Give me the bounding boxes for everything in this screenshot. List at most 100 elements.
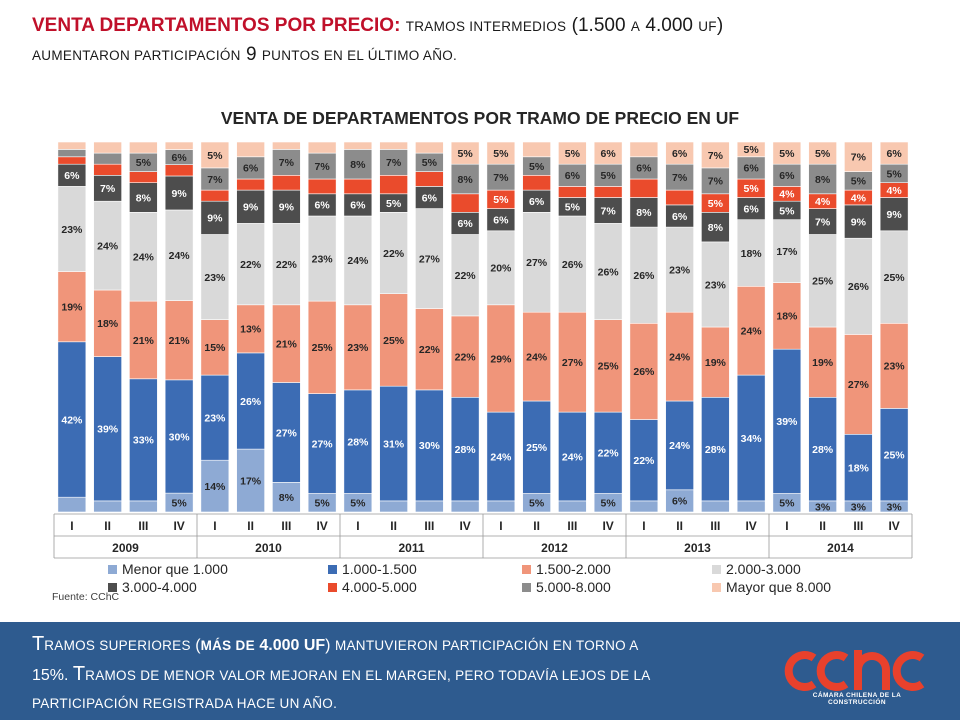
data-label: 5%: [744, 183, 760, 195]
legend-swatch: [108, 565, 117, 574]
data-label: 4%: [887, 185, 903, 197]
data-label: 22%: [455, 270, 477, 282]
data-label: 28%: [455, 444, 477, 456]
bar-segment: [736, 286, 766, 376]
data-label: 8%: [636, 207, 652, 219]
x-tick-label: I: [785, 519, 788, 533]
bar-segment: [272, 141, 301, 150]
cchc-logo-mark: [784, 650, 925, 691]
data-label: 4%: [815, 196, 831, 208]
data-label: 8%: [350, 159, 366, 171]
bar-segment: [522, 141, 551, 158]
legend-swatch: [712, 565, 721, 574]
data-label: 19%: [705, 357, 727, 369]
bar-segment: [486, 411, 516, 502]
bar-segment: [200, 374, 230, 461]
data-label: 30%: [169, 431, 191, 443]
x-tick-label: I: [642, 519, 645, 533]
bar-segment: [415, 308, 444, 391]
bar-segment: [593, 411, 623, 494]
bar-segment: [808, 141, 837, 165]
bar-segment: [236, 141, 265, 158]
data-label: 7%: [672, 172, 688, 184]
footer-paren: ): [325, 637, 331, 654]
data-label: 6%: [458, 218, 474, 230]
header-unit: uf: [698, 19, 717, 34]
footer-paren: (: [195, 637, 201, 654]
bar-segment: [736, 141, 766, 158]
bar-segment: [129, 378, 158, 502]
bar-segment: [343, 304, 373, 391]
data-label: 24%: [669, 351, 691, 363]
bar-segment: [629, 197, 659, 228]
bar-segment: [665, 189, 694, 206]
bar-segment: [593, 197, 623, 224]
data-label: 26%: [848, 281, 870, 293]
x-tick-label: IV: [316, 519, 327, 533]
bar-segment: [558, 500, 587, 513]
legend-label: 1.000-1.500: [342, 561, 417, 577]
bar-segment: [164, 379, 194, 494]
bar-segment: [450, 500, 480, 513]
data-label: 26%: [240, 396, 262, 408]
data-label: 13%: [240, 324, 262, 336]
bar-segment: [844, 204, 873, 239]
x-tick-label: IV: [745, 519, 756, 533]
x-tick-label: III: [567, 519, 577, 533]
data-label: 42%: [61, 414, 83, 426]
bar-segment: [486, 163, 516, 191]
data-label: 6%: [243, 163, 259, 175]
data-label: 6%: [636, 163, 652, 175]
data-label: 7%: [708, 176, 724, 188]
bar-segment: [129, 141, 158, 154]
data-label: 24%: [669, 440, 691, 452]
bar-segment: [129, 171, 158, 183]
data-label: 18%: [776, 311, 798, 323]
data-label: 8%: [815, 174, 831, 186]
data-label: 24%: [169, 250, 191, 262]
data-label: 25%: [312, 342, 334, 354]
footer-number: 15%.: [32, 667, 69, 684]
header-paren: (: [571, 15, 578, 36]
bar-segment: [486, 230, 516, 306]
data-label: 22%: [455, 351, 477, 363]
chart-canvas: VENTA DE DEPARTAMENTOS POR TRAMO DE PREC…: [52, 108, 913, 603]
data-label: 5%: [601, 498, 617, 510]
bar-segment: [379, 141, 408, 150]
data-label: 5%: [529, 498, 545, 510]
data-label: 39%: [97, 424, 119, 436]
bar-segment: [164, 164, 194, 177]
legend-item: 4.000-5.000: [328, 579, 417, 595]
x-tick-label: IV: [602, 519, 613, 533]
legend-label: Menor que 1.000: [122, 561, 228, 577]
data-label: 8%: [458, 174, 474, 186]
bar-segment: [236, 178, 265, 191]
x-group-label: 2009: [112, 541, 139, 555]
bar-segment: [486, 304, 516, 413]
data-label: 24%: [347, 255, 369, 267]
bar-segment: [93, 500, 122, 513]
data-label: 6%: [493, 215, 509, 227]
data-label: 29%: [490, 353, 512, 365]
data-label: 8%: [136, 192, 152, 204]
bar-segment: [200, 141, 230, 169]
data-label: 17%: [240, 475, 262, 487]
data-label: 6%: [672, 148, 688, 160]
data-label: 8%: [708, 222, 724, 234]
bar-segment: [415, 141, 444, 154]
header-number: 1.500: [577, 15, 626, 36]
data-label: 6%: [779, 170, 795, 182]
legend-label: 1.500-2.000: [536, 561, 611, 577]
bar-segment: [701, 212, 730, 243]
legend-label: 4.000-5.000: [342, 579, 417, 595]
data-label: 6%: [744, 163, 760, 175]
data-label: 27%: [562, 357, 584, 369]
data-label: 23%: [312, 253, 334, 265]
bar-segment: [701, 141, 730, 169]
legend-item: 2.000-3.000: [712, 561, 801, 577]
data-label: 30%: [419, 440, 441, 452]
bar-segment: [701, 241, 730, 328]
bar-segment: [450, 141, 480, 165]
legend-label: 2.000-3.000: [726, 561, 801, 577]
data-label: 4%: [851, 192, 867, 204]
